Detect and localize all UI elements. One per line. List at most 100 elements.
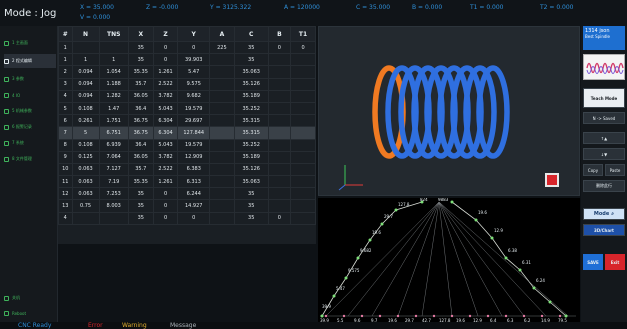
table-cell[interactable] [98,211,129,225]
table-cell[interactable]: 7.253 [98,187,129,201]
view-cube-icon[interactable] [545,173,559,187]
table-cell[interactable]: 35 [127,199,154,213]
sidebar-item-io[interactable]: 4 IO [4,88,56,102]
table-cell[interactable]: 0.261 [71,114,100,128]
table-cell[interactable] [290,199,316,213]
table-cell[interactable]: 6.313 [177,175,210,189]
table-cell[interactable] [209,162,235,177]
table-cell[interactable]: 35 [233,211,269,225]
table-cell[interactable]: 9 [58,150,73,164]
table-cell[interactable]: 0.75 [71,199,100,213]
table-cell[interactable] [290,162,316,177]
sidebar-item-alarm-log[interactable]: 6 报警记录 [4,120,56,134]
sidebar-item-main[interactable]: 1 主画面 [4,36,56,50]
table-cell[interactable] [290,211,316,225]
table-cell[interactable]: 0.094 [71,77,100,91]
table-cell[interactable]: 6.939 [98,138,129,152]
table-cell[interactable]: 5.47 [177,65,210,79]
table-cell[interactable] [267,199,292,213]
table-cell[interactable]: 6.304 [152,114,179,128]
table-cell[interactable]: 9.682 [177,89,210,103]
table-cell[interactable]: 3.782 [152,150,179,164]
table-cell[interactable] [290,138,316,152]
table-cell[interactable]: 6 [58,114,73,128]
table-cell[interactable] [209,114,235,128]
table-cell[interactable]: 2.522 [152,162,179,177]
table-cell[interactable]: 5 [71,126,100,140]
table-cell[interactable] [290,150,316,164]
table-cell[interactable] [209,199,235,213]
move-down-button[interactable]: ↓▼ [583,148,625,160]
table-cell[interactable]: 14.927 [177,199,210,213]
table-cell[interactable] [290,89,316,103]
table-cell[interactable]: 35.7 [127,162,154,177]
table-cell[interactable] [267,77,292,91]
sidebar-item-machine-params[interactable]: 5 机械参数 [4,104,56,118]
table-cell[interactable]: 127.844 [177,126,210,140]
table-cell[interactable]: 0.108 [71,101,100,116]
table-cell[interactable]: 0 [152,211,179,225]
table-cell[interactable] [98,40,129,55]
table-cell[interactable]: 35 [233,199,269,213]
table-cell[interactable]: 3.782 [152,89,179,103]
table-cell[interactable] [290,53,316,67]
table-cell[interactable] [290,126,316,140]
sidebar-item-params[interactable]: 3 参数 [4,72,56,86]
table-cell[interactable]: 2.522 [152,77,179,91]
table-cell[interactable] [290,175,316,189]
table-cell[interactable]: 0 [152,53,179,67]
table-row[interactable]: 13 0.75 8.003 35 0 14.927 35 [58,199,316,213]
table-cell[interactable] [209,138,235,152]
table-row[interactable]: 9 0.125 7.064 36.05 3.782 12.909 35.189 [58,150,316,164]
table-cell[interactable] [290,114,316,128]
table-cell[interactable] [290,187,316,201]
table-cell[interactable] [290,77,316,91]
table-cell[interactable]: 7.127 [98,162,129,177]
table-cell[interactable] [267,126,292,140]
exit-button[interactable]: Exit [605,254,625,270]
table-cell[interactable]: 0 [177,211,210,225]
table-cell[interactable]: 10 [58,162,73,177]
table-cell[interactable]: 36.4 [127,101,154,116]
table-cell[interactable] [209,150,235,164]
table-cell[interactable]: 6.304 [152,126,179,140]
table-row[interactable]: 12 0.063 7.253 35 0 6.244 35 [58,187,316,201]
table-cell[interactable] [267,138,292,152]
table-cell[interactable]: 1.282 [98,89,129,103]
table-cell[interactable]: 19.579 [177,138,210,152]
table-row[interactable]: 4 35 0 0 35 0 [58,211,316,225]
table-cell[interactable]: 0 [152,187,179,201]
sidebar-item-shutdown[interactable]: 关机 [4,291,56,305]
table-cell[interactable]: 35 [233,40,269,55]
table-cell[interactable]: 36.05 [127,89,154,103]
table-cell[interactable]: 0.063 [71,187,100,201]
table-cell[interactable]: 29.697 [177,114,210,128]
table-row[interactable]: 6 0.261 1.751 36.75 6.304 29.697 35.315 [58,114,316,128]
table-row[interactable]: 7 5 6.751 36.75 6.304 127.844 35.315 [58,126,316,140]
table-cell[interactable]: 6.751 [98,126,129,140]
table-cell[interactable]: 3 [58,77,73,91]
table-cell[interactable]: 0 [290,40,316,55]
table-cell[interactable]: 35.126 [233,77,269,91]
table-cell[interactable] [267,187,292,201]
table-cell[interactable]: 0.094 [71,89,100,103]
table-cell[interactable]: 0.125 [71,150,100,164]
table-cell[interactable]: 7.19 [98,175,129,189]
table-cell[interactable]: 0 [152,40,179,55]
table-cell[interactable]: 1 [58,53,73,67]
3d-chart-toggle-button[interactable]: 3D/Chart [583,224,625,236]
table-cell[interactable]: 2 [58,65,73,79]
table-cell[interactable] [209,101,235,116]
table-row[interactable]: 1 1 1 35 0 39.903 35 [58,53,316,67]
table-cell[interactable] [209,187,235,201]
table-cell[interactable]: 35.189 [233,89,269,103]
delete-row-button[interactable]: 删除此行 [583,180,625,192]
table-cell[interactable] [71,40,100,55]
table-cell[interactable]: 0.108 [71,138,100,152]
3d-spring-viewer[interactable] [318,26,580,196]
table-row[interactable]: 5 0.108 1.47 36.4 5.043 19.579 35.252 [58,101,316,116]
table-cell[interactable]: 6.244 [177,187,210,201]
table-row[interactable]: 11 0.063 7.19 35.35 1.261 6.313 35.063 [58,175,316,189]
table-cell[interactable]: 0 [152,199,179,213]
table-cell[interactable]: 1.054 [98,65,129,79]
